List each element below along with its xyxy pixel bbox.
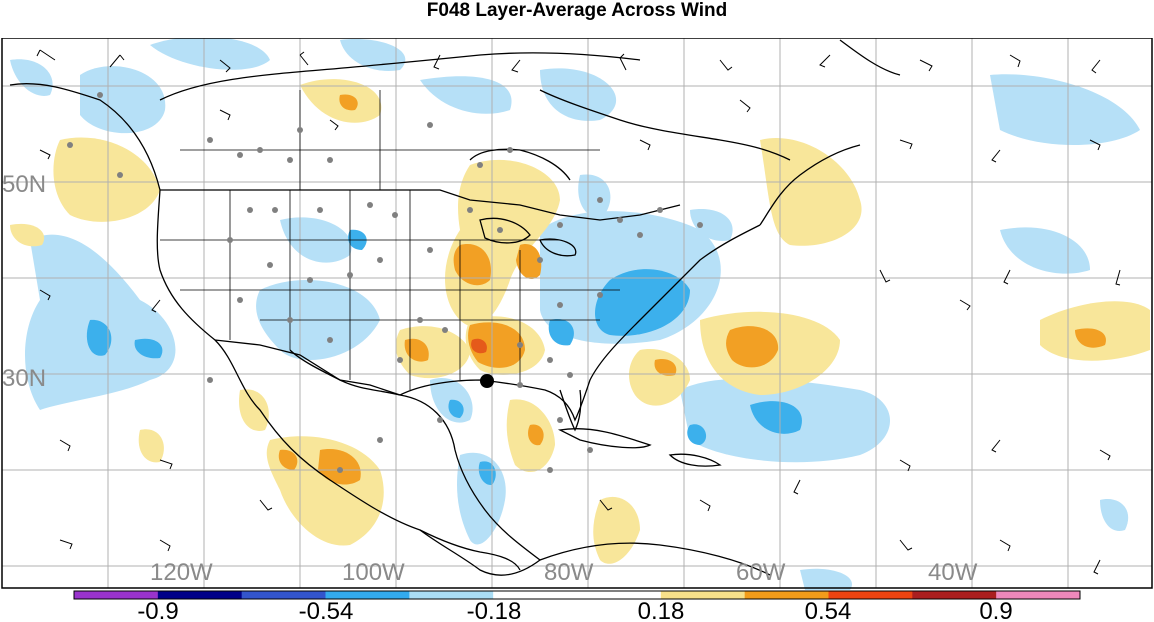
colorbar-label: -0.54: [299, 598, 354, 622]
colorbar-swatch: [828, 591, 913, 599]
lon-label-100w: 100W: [342, 559, 405, 586]
state-borders: [160, 90, 620, 390]
colorbar-swatch: [493, 591, 578, 599]
colorbar-swatch: [74, 591, 159, 599]
lat-label-50n: 50N: [2, 171, 46, 198]
station-marker: [480, 374, 494, 388]
graticule: [2, 38, 1152, 588]
coastlines: [9, 39, 901, 576]
lon-label-40w: 40W: [928, 559, 978, 586]
colorbar-labels: -0.9 -0.54 -0.18 0.18 0.54 0.9: [137, 598, 1012, 622]
colorbar-swatch: [409, 591, 494, 599]
observation-dots: [67, 92, 703, 473]
lat-label-30n: 30N: [2, 365, 46, 392]
colorbar-swatch: [744, 591, 829, 599]
colorbar-swatch: [577, 591, 662, 599]
colorbar-swatch: [325, 591, 410, 599]
colorbar-label: 0.9: [979, 598, 1012, 622]
lon-label-80w: 80W: [544, 559, 594, 586]
lon-label-120w: 120W: [150, 559, 213, 586]
colorbar-label: 0.18: [638, 598, 685, 622]
colorbar-swatch: [912, 591, 997, 599]
colorbar: [73, 590, 1081, 600]
colorbar-swatch: [241, 591, 326, 599]
lon-label-60w: 60W: [736, 559, 786, 586]
across-wind-map: 50N 30N 120W 100W 80W 60W 40W -0.9 -0.54…: [1, 38, 1153, 622]
map-frame: [1, 38, 1153, 589]
colorbar-label: 0.54: [805, 598, 852, 622]
colorbar-swatch: [157, 591, 243, 599]
colorbar-swatch: [660, 591, 746, 599]
colorbar-label: -0.18: [467, 598, 522, 622]
map-title: F048 Layer-Average Across Wind: [426, 0, 728, 21]
colorbar-label: -0.9: [137, 598, 178, 622]
colorbar-swatch: [996, 591, 1081, 599]
colorbar-border: [73, 590, 1081, 600]
wind-barbs: [36, 49, 1121, 575]
